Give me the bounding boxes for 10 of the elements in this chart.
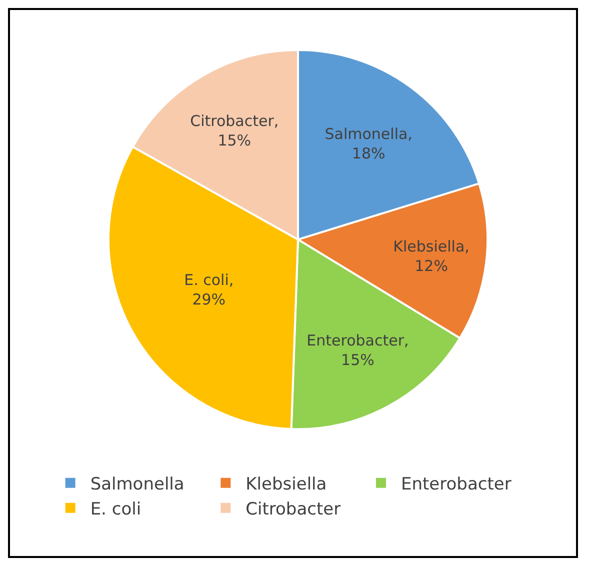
legend-label: Klebsiella — [246, 474, 327, 494]
legend-label: Salmonella — [90, 474, 184, 494]
data-label: Klebsiella, 12% — [393, 237, 470, 275]
data-label: Enterobacter, 15% — [306, 332, 409, 370]
data-label: E. coli, 29% — [184, 270, 234, 308]
data-label: Salmonella, 18% — [324, 125, 412, 163]
legend-label: Enterobacter — [400, 474, 512, 494]
legend-label: Citrobacter — [246, 500, 341, 520]
legend-label: E. coli — [90, 500, 142, 520]
data-label: Citrobacter, 15% — [190, 112, 279, 150]
